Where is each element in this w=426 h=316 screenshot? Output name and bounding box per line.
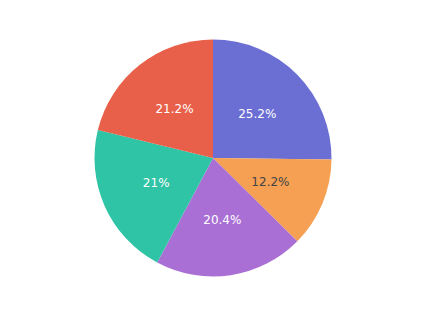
svg-text:25.2%: 25.2% bbox=[238, 107, 276, 121]
svg-text:21.2%: 21.2% bbox=[155, 102, 193, 116]
svg-text:21%: 21% bbox=[143, 176, 170, 190]
svg-text:12.2%: 12.2% bbox=[251, 175, 289, 189]
svg-text:20.4%: 20.4% bbox=[203, 213, 241, 227]
